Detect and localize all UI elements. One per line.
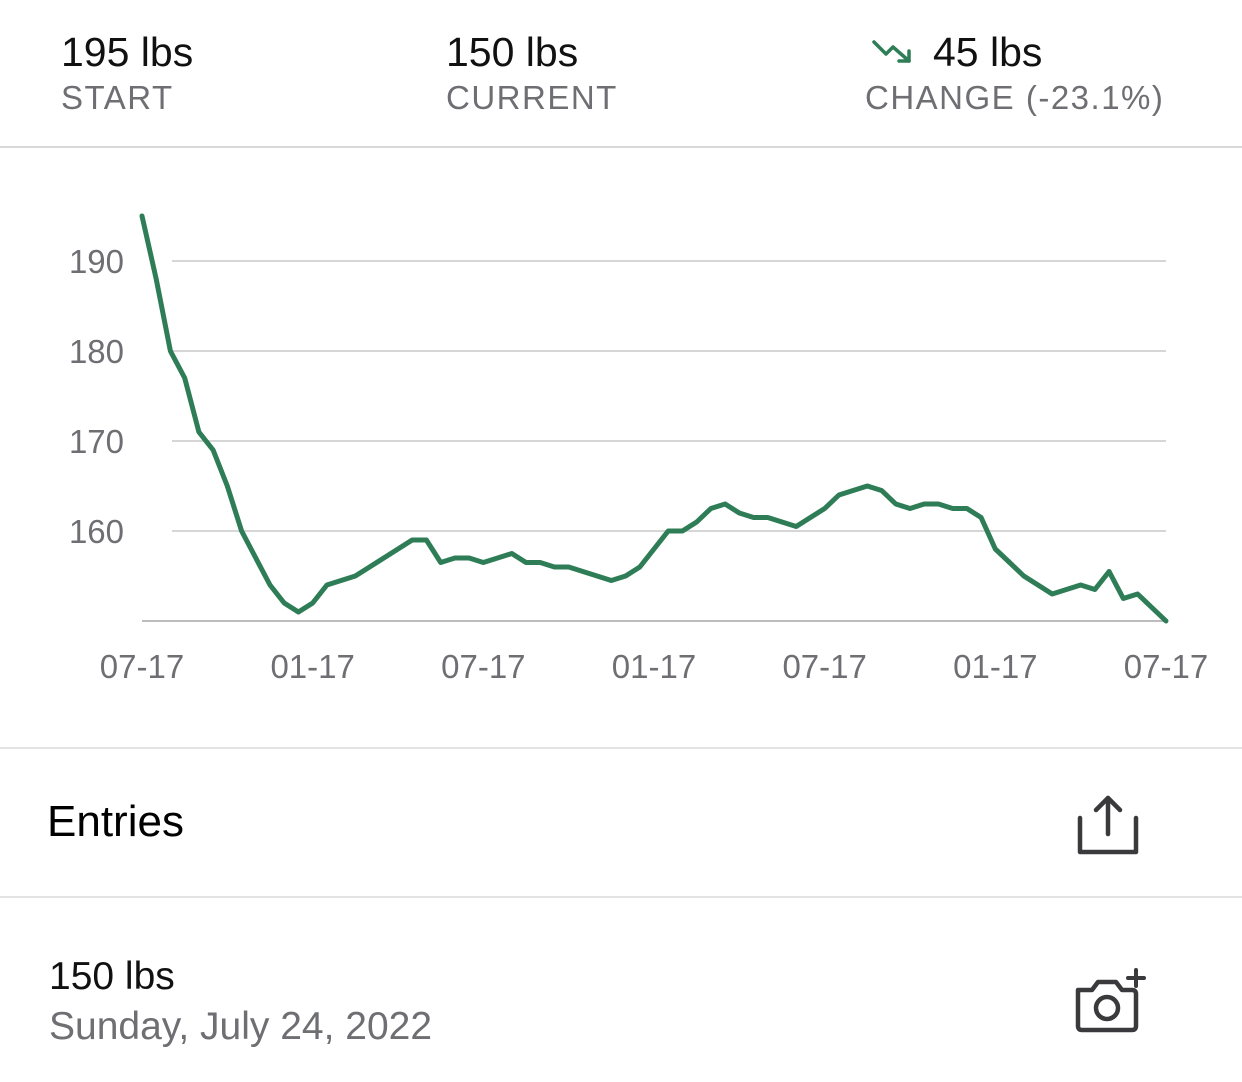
stats-header: 195 lbs START 150 lbs CURRENT 45 lbs CHA… [0,0,1242,148]
entries-title: Entries [47,797,184,846]
stat-change: 45 lbs CHANGE (-23.1%) [865,28,1164,118]
y-tick-label: 180 [69,333,124,370]
x-tick-label: 07-17 [1124,648,1208,685]
entry-row[interactable]: 150 lbs Sunday, July 24, 2022 [0,898,1242,1082]
x-tick-label: 01-17 [270,648,354,685]
entries-divider [0,896,1242,898]
chart-divider [0,747,1242,749]
y-tick-label: 190 [69,243,124,280]
add-photo-button[interactable] [1070,968,1150,1038]
weight-series-line [139,213,1169,624]
change-value: 45 lbs [933,29,1043,75]
share-icon [1077,795,1139,855]
x-tick-label: 07-17 [100,648,184,685]
entries-header: Entries [0,750,1242,896]
y-tick-label: 170 [69,423,124,460]
weight-chart-svg: 190 180 170 160 07-17 01-17 07-17 01-17 07-17 01-… [69,213,1208,685]
current-label: CURRENT [446,79,618,116]
start-label: START [61,79,174,116]
start-value: 195 lbs [61,29,194,75]
entry-weight: 150 lbs [49,955,175,998]
x-tick-label: 01-17 [953,648,1037,685]
x-tick-label: 01-17 [612,648,696,685]
x-tick-label: 07-17 [441,648,525,685]
current-value: 150 lbs [446,29,579,75]
share-button[interactable] [1070,790,1146,866]
x-tick-label: 07-17 [782,648,866,685]
trend-down-icon [872,40,911,63]
entry-date: Sunday, July 24, 2022 [49,1005,433,1048]
y-tick-label: 160 [69,513,124,550]
weight-chart[interactable]: 190 180 170 160 07-17 01-17 07-17 01-17 07-17 01-… [0,148,1242,746]
stat-start: 195 lbs START [61,28,193,118]
change-row: 45 lbs [865,28,1164,76]
stat-current: 150 lbs CURRENT [446,28,618,118]
change-label: CHANGE (-23.1%) [865,79,1165,116]
add-photo-icon [1075,968,1146,1033]
